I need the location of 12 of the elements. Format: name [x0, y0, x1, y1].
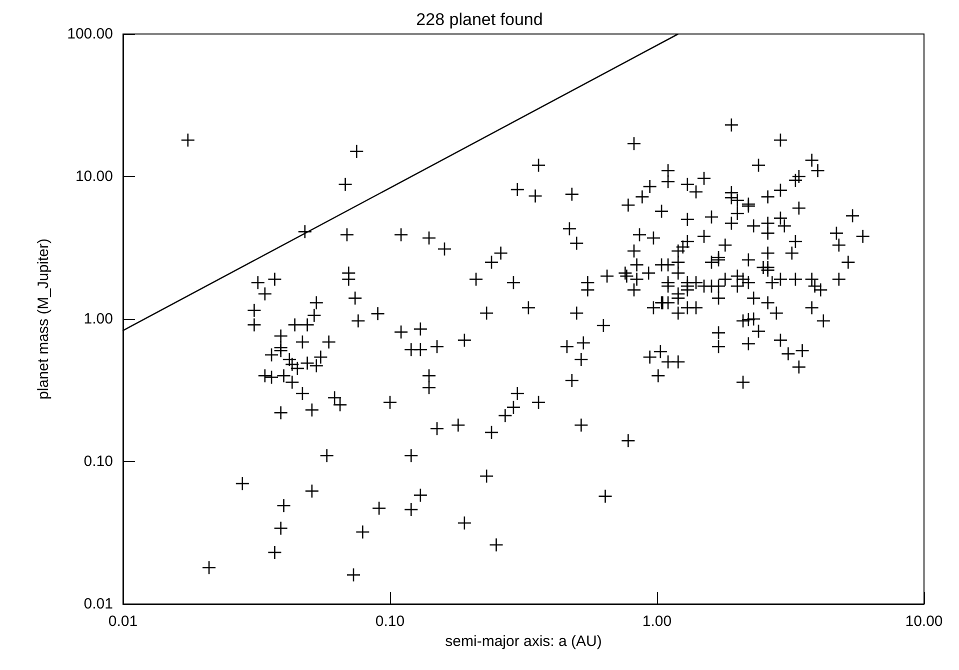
- y-tick-label: 0.01: [84, 596, 113, 612]
- x-tick-label: 10.00: [905, 613, 943, 630]
- y-tick-label: 0.10: [84, 453, 113, 470]
- x-tick-label: 0.10: [375, 613, 405, 630]
- chart-title: 228 planet found: [416, 10, 543, 29]
- x-tick-label: 1.00: [642, 613, 672, 630]
- y-tick-label: 1.00: [84, 310, 113, 328]
- y-tick-label: 10.00: [75, 168, 113, 185]
- x-axis-title: semi-major axis: a (AU): [445, 633, 602, 650]
- x-tick-label: 0.01: [108, 613, 138, 630]
- y-axis-title: planet mass (M_Jupiter): [35, 238, 52, 400]
- y-tick-label: 100.00: [67, 26, 113, 42]
